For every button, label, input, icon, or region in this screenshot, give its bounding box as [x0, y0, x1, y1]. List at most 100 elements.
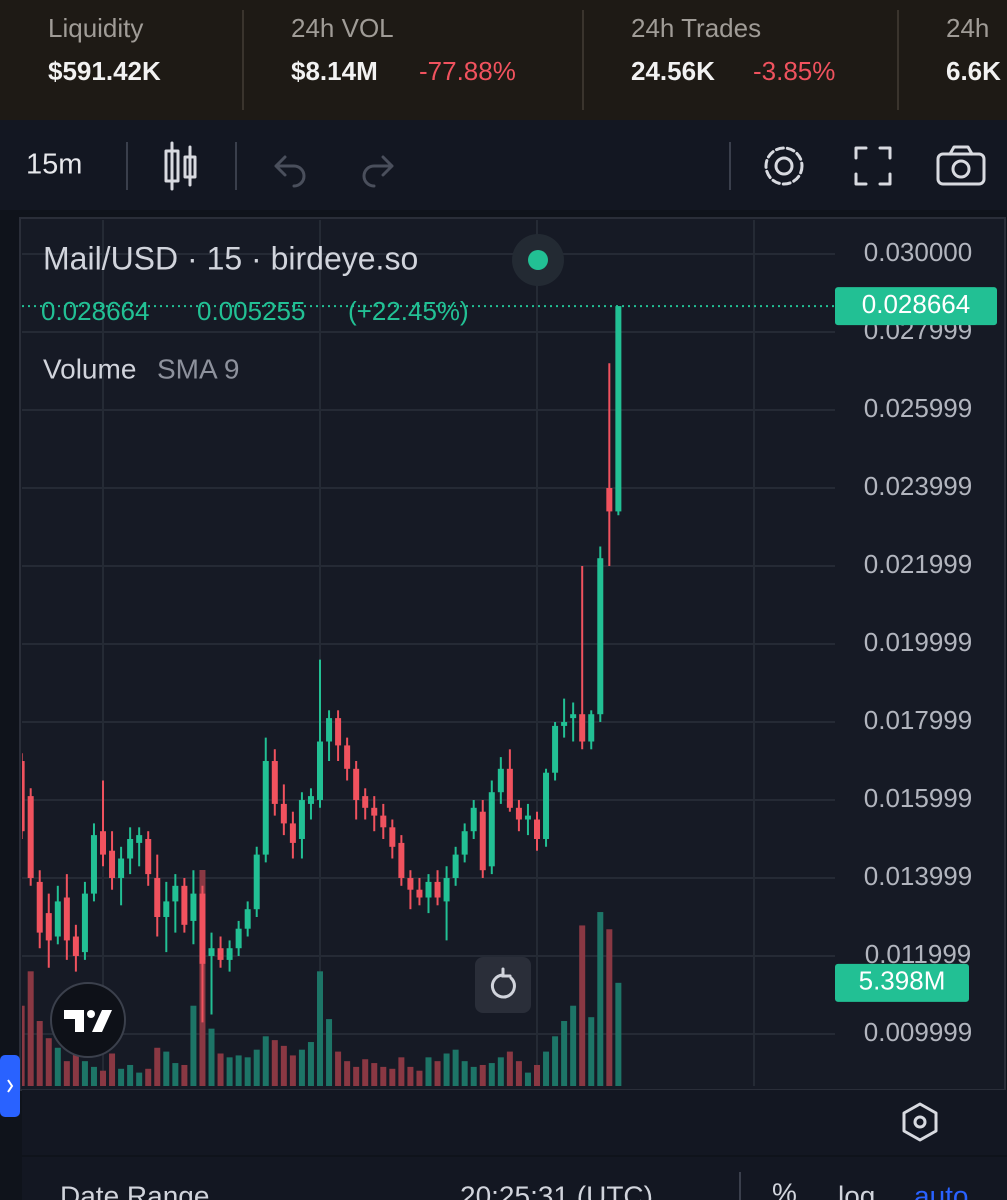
candle-body	[461, 831, 468, 855]
volume-bar	[172, 1063, 179, 1086]
volume-bar	[154, 1047, 161, 1086]
candle-body	[81, 893, 88, 953]
volume-bar	[235, 1055, 242, 1086]
volume-bar	[470, 1066, 477, 1086]
volume-bar	[606, 929, 613, 1086]
interval-button[interactable]: 15m	[26, 149, 82, 181]
volume-bar	[136, 1072, 143, 1086]
last-volume-label: 5.398M	[859, 966, 946, 996]
candle-body	[136, 835, 143, 843]
status-dot	[528, 250, 548, 270]
candle-body	[543, 772, 550, 840]
candle-body	[190, 893, 197, 921]
volume-bar	[570, 1005, 577, 1086]
volume-bar	[479, 1064, 486, 1086]
volume-bar	[335, 1051, 342, 1086]
volume-bar	[443, 1053, 450, 1086]
volume-bar	[280, 1045, 287, 1086]
candle-body	[172, 885, 179, 902]
candle-body	[570, 714, 577, 719]
candle-body	[118, 858, 125, 879]
volume-bar	[100, 1070, 107, 1086]
undo-button[interactable]	[274, 155, 306, 188]
y-tick-label: 0.017999	[864, 705, 972, 735]
reset-button[interactable]	[475, 957, 531, 1013]
volume-bar	[36, 1021, 43, 1086]
volume-bar	[45, 1038, 52, 1086]
candle-body	[298, 800, 305, 840]
volume-sma: SMA 9	[157, 353, 239, 384]
stat-value: 6.6K	[946, 56, 1001, 86]
volume-bar	[588, 1017, 595, 1086]
time-axis-bar	[22, 1090, 1007, 1155]
fullscreen-button[interactable]	[854, 146, 892, 186]
percent-toggle[interactable]: %	[772, 1177, 797, 1200]
screenshot-button[interactable]	[936, 145, 986, 186]
candle-body	[22, 761, 25, 832]
chart-panel	[19, 217, 1006, 1091]
candle-body	[434, 881, 441, 898]
stat-label: 24h VOL	[291, 13, 394, 43]
candle-body	[479, 811, 486, 871]
candle-body	[271, 761, 278, 804]
date-range[interactable]: Date Range	[60, 1180, 209, 1200]
stat-value: 24.56K	[631, 56, 715, 86]
candle-body	[127, 839, 134, 859]
volume-bar	[461, 1061, 468, 1086]
chart-type-button[interactable]	[164, 141, 197, 191]
stats-bar	[0, 0, 1007, 120]
legend-change-percent: (+22.45%)	[348, 296, 469, 326]
volume-bar	[190, 1005, 197, 1086]
y-tick-label: 0.030000	[864, 237, 972, 267]
volume-bar	[533, 1064, 540, 1086]
volume-bar	[208, 1028, 215, 1086]
stat-label: 24h Trades	[631, 13, 761, 43]
clock: 20:25:31 (UTC)	[460, 1180, 653, 1200]
side-tab[interactable]	[0, 1055, 20, 1117]
candle-body	[36, 881, 43, 933]
volume-bar	[63, 1061, 70, 1086]
candle-body	[317, 741, 324, 801]
log-toggle[interactable]: log	[838, 1180, 875, 1200]
volume-bar	[163, 1051, 170, 1086]
candle-body	[407, 878, 414, 890]
toolbar	[0, 120, 1007, 210]
candle-body	[199, 893, 206, 964]
legend-close: 0.028664	[41, 296, 149, 326]
candle-body	[109, 850, 116, 879]
volume-bar	[425, 1057, 432, 1086]
candle-body	[244, 909, 251, 929]
volume-bar	[597, 912, 604, 1086]
candle-body	[253, 854, 260, 910]
volume-bar	[515, 1061, 522, 1086]
candle-body	[606, 488, 613, 512]
plot-area	[22, 306, 622, 1086]
volume-bar	[506, 1051, 513, 1086]
volume-bar	[543, 1051, 550, 1086]
y-tick-label: 0.015999	[864, 783, 972, 813]
y-tick-label: 0.023999	[864, 471, 972, 501]
volume-bar	[298, 1049, 305, 1086]
axis-settings-button[interactable]	[902, 1102, 938, 1142]
auto-toggle[interactable]: auto	[914, 1180, 969, 1200]
candle-body	[615, 306, 622, 512]
redo-button[interactable]	[362, 155, 394, 188]
candle-body	[353, 768, 360, 801]
volume-bar	[524, 1072, 531, 1086]
candle-body	[181, 885, 188, 925]
candle-body	[443, 878, 450, 902]
volume-bar	[344, 1061, 351, 1086]
volume-bar	[307, 1042, 314, 1086]
volume-bar	[389, 1068, 396, 1086]
volume-bar	[380, 1066, 387, 1086]
candle-body	[45, 913, 52, 941]
volume-bar	[552, 1036, 559, 1086]
candle-body	[561, 722, 568, 726]
candle-body	[579, 714, 586, 742]
y-tick-label: 0.009999	[864, 1017, 972, 1047]
settings-button[interactable]	[764, 146, 804, 186]
candle-body	[27, 796, 34, 879]
volume-bar	[244, 1057, 251, 1086]
stat-value: $8.14M	[291, 56, 378, 86]
volume-bar	[217, 1053, 224, 1086]
